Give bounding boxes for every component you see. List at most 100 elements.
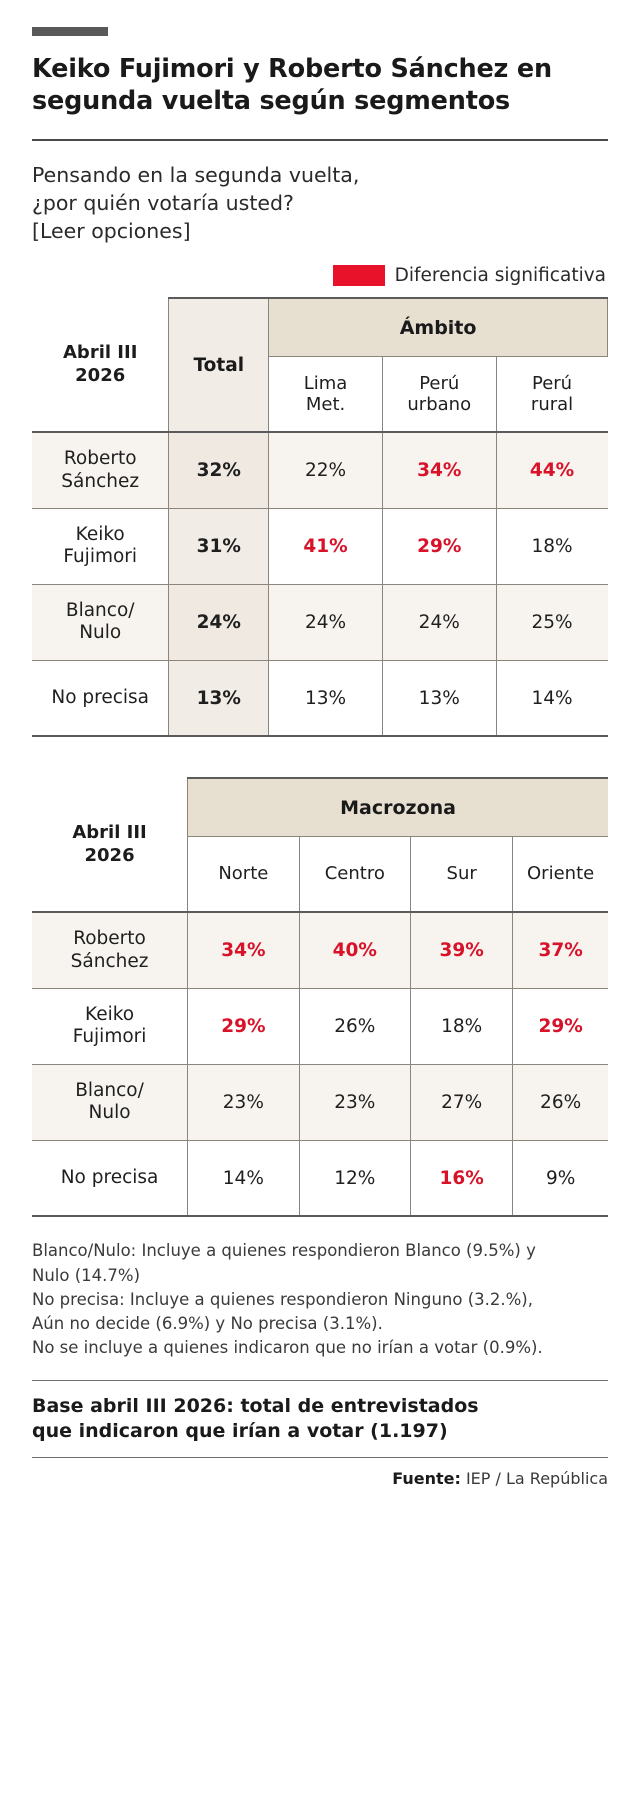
question-line-2: ¿por quién votaría usted? xyxy=(32,191,294,216)
cell-sur: 16% xyxy=(410,1139,514,1218)
cell-lima-met: 24% xyxy=(268,583,383,661)
base-divider-top xyxy=(32,1379,608,1381)
corner-line-2: 2026 xyxy=(75,364,126,386)
base-line-1: Base abril III 2026: total de entrevista… xyxy=(32,1394,479,1417)
row-label-line-1: Blanco/ xyxy=(65,599,135,621)
column-group-header-macrozona: Macrozona xyxy=(187,777,608,837)
row-label-no-precisa: No precisa xyxy=(32,1139,189,1218)
question-line-3: [Leer opciones] xyxy=(32,219,191,244)
cell-lima-met: 13% xyxy=(268,659,383,738)
footnotes: Blanco/Nulo: Incluye a quienes respondie… xyxy=(32,1239,608,1359)
cell-peru-rural: 25% xyxy=(495,583,608,661)
column-header-lima-met: Lima Met. xyxy=(268,355,383,433)
footnote-line-5: No se incluye a quienes indicaron que no… xyxy=(32,1337,543,1357)
row-label-line-2: Sánchez xyxy=(61,470,140,492)
base-divider-bottom xyxy=(32,1456,608,1458)
row-label-line-1: Roberto xyxy=(63,448,137,470)
cell-total: 13% xyxy=(168,659,270,738)
column-header-peru-urbano: Perú urbano xyxy=(381,355,497,433)
row-label-roberto-sanchez: Roberto Sánchez xyxy=(32,911,189,989)
cell-lima-met: 41% xyxy=(268,507,383,585)
table-row: No precisa 13% 13% 13% 14% xyxy=(32,659,608,738)
table-spacer xyxy=(32,737,608,777)
cell-centro: 26% xyxy=(298,987,412,1065)
row-label-line-1: Roberto xyxy=(73,928,146,950)
cell-sur: 18% xyxy=(410,987,514,1065)
cell-oriente: 29% xyxy=(512,987,608,1065)
cell-oriente: 37% xyxy=(512,911,608,989)
legend: Diferencia significativa xyxy=(32,265,608,287)
corner-line-1: Abril III xyxy=(72,822,147,844)
row-label-no-precisa: No precisa xyxy=(32,659,170,738)
footnote-line-3: No precisa: Incluye a quienes respondier… xyxy=(32,1289,533,1309)
row-label-blanco-nulo: Blanco/ Nulo xyxy=(32,1063,189,1141)
column-header-sur: Sur xyxy=(410,835,514,913)
source-value: IEP / La República xyxy=(460,1468,608,1488)
row-label-line-2: Nulo xyxy=(79,622,122,644)
column-group-header-ambito: Ámbito xyxy=(268,297,608,357)
footnote-line-1: Blanco/Nulo: Incluye a quienes respondie… xyxy=(32,1241,536,1261)
table-macrozona: Abril III 2026 Macrozona Norte Centro Su… xyxy=(32,777,608,1218)
cell-sur: 39% xyxy=(410,911,514,989)
title-divider xyxy=(32,139,608,142)
row-label-roberto-sanchez: Roberto Sánchez xyxy=(32,431,170,509)
infographic-page: Keiko Fujimori y Roberto Sánchez en segu… xyxy=(0,27,640,1817)
cell-peru-urbano: 13% xyxy=(381,659,497,738)
cell-norte: 23% xyxy=(187,1063,300,1141)
corner-line-1: Abril III xyxy=(63,342,138,364)
row-label-keiko-fujimori: Keiko Fujimori xyxy=(32,507,170,585)
source-credit: Fuente: IEP / La República xyxy=(32,1469,608,1488)
row-label-keiko-fujimori: Keiko Fujimori xyxy=(32,987,189,1065)
cell-peru-rural: 44% xyxy=(495,431,608,509)
table-macrozona-corner-label: Abril III 2026 xyxy=(32,778,189,913)
row-label-line-1: Keiko xyxy=(75,523,125,545)
column-header-centro: Centro xyxy=(298,835,412,913)
table-row: Roberto Sánchez 34% 40% 39% 37% xyxy=(32,911,608,989)
cell-peru-urbano: 29% xyxy=(381,507,497,585)
base-note: Base abril III 2026: total de entrevista… xyxy=(32,1394,608,1444)
cell-norte: 14% xyxy=(187,1139,300,1218)
significant-difference-swatch xyxy=(332,265,385,287)
cell-centro: 12% xyxy=(298,1139,412,1218)
col-head-line-1: Perú xyxy=(419,372,460,394)
survey-question: Pensando en la segunda vuelta, ¿por quié… xyxy=(32,161,608,245)
table-row: Blanco/ Nulo 23% 23% 27% 26% xyxy=(32,1063,608,1141)
cell-lima-met: 22% xyxy=(268,431,383,509)
base-line-2: que indicaron que irían a votar (1.197) xyxy=(32,1419,448,1442)
legend-label: Diferencia significativa xyxy=(394,265,606,287)
cell-centro: 40% xyxy=(298,911,412,989)
table-row: Blanco/ Nulo 24% 24% 24% 25% xyxy=(32,583,608,661)
row-label-line-1: Blanco/ xyxy=(75,1079,144,1101)
table-row: Keiko Fujimori 29% 26% 18% 29% xyxy=(32,987,608,1065)
column-header-peru-rural: Perú rural xyxy=(495,355,608,433)
column-header-total: Total xyxy=(168,297,270,433)
table-ambito-corner-label: Abril III 2026 xyxy=(32,298,170,433)
accent-bar xyxy=(32,27,108,36)
cell-total: 32% xyxy=(168,431,270,509)
footnote-line-4: Aún no decide (6.9%) y No precisa (3.1%)… xyxy=(32,1313,383,1333)
cell-norte: 34% xyxy=(187,911,300,989)
cell-peru-urbano: 34% xyxy=(381,431,497,509)
cell-peru-rural: 14% xyxy=(495,659,608,738)
row-label-line-1: Keiko xyxy=(85,1003,135,1025)
question-line-1: Pensando en la segunda vuelta, xyxy=(32,163,360,188)
table-row: Roberto Sánchez 32% 22% 34% 44% xyxy=(32,431,608,509)
table-row: Keiko Fujimori 31% 41% 29% 18% xyxy=(32,507,608,585)
page-title: Keiko Fujimori y Roberto Sánchez en segu… xyxy=(32,54,552,116)
cell-peru-rural: 18% xyxy=(495,507,608,585)
row-label-line-1: No precisa xyxy=(60,1166,159,1188)
cell-norte: 29% xyxy=(187,987,300,1065)
row-label-line-2: Fujimori xyxy=(72,1026,147,1048)
col-head-line-2: urbano xyxy=(407,394,472,416)
col-head-line-2: rural xyxy=(530,394,574,416)
footnote-line-2: Nulo (14.7%) xyxy=(32,1265,141,1285)
source-label: Fuente: xyxy=(392,1468,461,1488)
cell-total: 31% xyxy=(168,507,270,585)
col-head-line-1: Lima xyxy=(303,372,348,394)
row-label-blanco-nulo: Blanco/ Nulo xyxy=(32,583,170,661)
cell-oriente: 26% xyxy=(512,1063,608,1141)
cell-centro: 23% xyxy=(298,1063,412,1141)
cell-total: 24% xyxy=(168,583,270,661)
corner-line-2: 2026 xyxy=(84,844,135,866)
row-label-line-2: Fujimori xyxy=(63,546,138,568)
